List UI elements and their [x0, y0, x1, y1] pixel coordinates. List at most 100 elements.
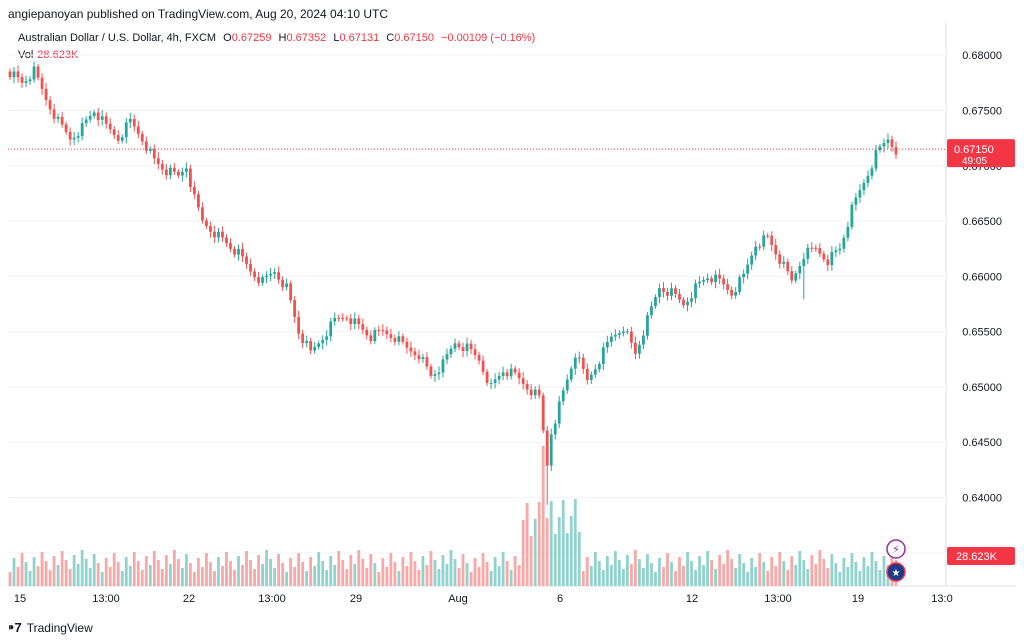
candle-body	[706, 278, 709, 281]
candle-body	[710, 278, 713, 283]
candle-body	[718, 274, 722, 279]
open-value: 0.67259	[231, 32, 272, 44]
volume-bar	[313, 566, 317, 586]
candle-body	[826, 259, 830, 266]
volume-bar	[8, 572, 12, 586]
volume-bar	[577, 532, 581, 586]
x-tick-label: 13:00	[92, 593, 120, 605]
candle-body	[305, 341, 309, 344]
candle-body	[682, 299, 685, 306]
candle-body	[217, 231, 220, 238]
volume-bar	[682, 566, 685, 586]
volume-bar	[754, 567, 758, 586]
candle-body	[197, 194, 200, 208]
volume-bar	[44, 561, 48, 586]
candle-body	[473, 349, 477, 355]
volume-bar	[201, 567, 204, 586]
volume-bar	[273, 568, 277, 586]
flag-event-icon[interactable]	[886, 562, 906, 582]
candle-body	[437, 372, 441, 375]
bar-countdown: 49:05	[962, 156, 987, 167]
candle-body	[88, 116, 92, 120]
candle-body	[100, 116, 104, 120]
volume-bar	[858, 571, 862, 586]
candle-body	[481, 360, 485, 372]
x-tick-label: 13:00	[258, 593, 286, 605]
volume-bar	[184, 554, 188, 586]
volume-bar	[353, 564, 357, 586]
x-tick-label: 19	[852, 593, 864, 605]
volume-bar	[882, 556, 886, 586]
candle-body	[585, 368, 589, 381]
volume-bar	[806, 569, 810, 586]
candle-body	[345, 318, 349, 320]
volume-bar	[477, 567, 481, 586]
candle-body	[573, 357, 577, 369]
candle-body	[533, 389, 537, 396]
open-label: O	[223, 32, 232, 44]
time-axis[interactable]: 15 13:00 22 13:00 29 Aug 6 12 13:00 19 13:0	[14, 593, 953, 605]
candle-body	[449, 348, 453, 355]
volume-bar	[24, 562, 28, 586]
candle-body	[293, 300, 297, 317]
volume-bar	[782, 561, 786, 586]
price-axis[interactable]: 0.680000.675000.670000.665000.660000.655…	[962, 50, 1002, 560]
volume-bar	[172, 550, 176, 586]
volume-bar	[509, 570, 513, 586]
volume-bar	[136, 561, 140, 586]
candle-body	[878, 146, 882, 151]
volume-bar	[148, 565, 152, 586]
candle-body	[381, 330, 385, 332]
candle-body	[325, 336, 329, 340]
candle-body	[589, 374, 593, 381]
volume-bar	[786, 570, 790, 586]
high-value: 0.67352	[286, 32, 327, 44]
volume-bar	[84, 559, 88, 586]
candle-body	[373, 330, 377, 342]
candle-body	[505, 372, 509, 377]
volume-bar	[333, 565, 337, 586]
volume-bar	[197, 558, 200, 586]
candle-body	[666, 291, 669, 296]
volume-bar	[473, 558, 477, 586]
volume-bar	[714, 569, 717, 586]
candle-body	[225, 237, 228, 244]
candle-body	[140, 133, 144, 142]
volume-bar	[557, 517, 561, 586]
volume-bar	[738, 554, 742, 586]
star-icon: ★	[892, 568, 901, 579]
candle-body	[104, 116, 108, 124]
volume-bar	[814, 564, 818, 586]
volume-bar	[826, 568, 830, 586]
volume-bar	[650, 563, 653, 586]
lightning-event-icon[interactable]	[886, 539, 906, 559]
volume-bar	[489, 571, 493, 586]
x-tick-label: 29	[350, 593, 362, 605]
volume-bar	[108, 567, 112, 586]
volume-bar	[766, 571, 770, 586]
volume-bar	[638, 559, 641, 586]
close-label: C	[386, 32, 395, 44]
candle-body	[96, 112, 100, 120]
candle-body	[321, 339, 325, 344]
tradingview-brand: TradingView	[26, 621, 93, 635]
volume-bar	[341, 560, 345, 586]
volume-bar	[573, 499, 577, 586]
volume-bar	[421, 556, 425, 586]
candle-body	[561, 390, 565, 402]
volume-bar	[646, 554, 649, 586]
volume-bar	[710, 560, 713, 586]
candle-body	[301, 333, 305, 344]
candle-body	[168, 167, 172, 176]
candle-body	[309, 341, 313, 351]
publisher-line: angiepanoyan published on TradingView.co…	[8, 7, 389, 21]
candle-body	[353, 318, 357, 325]
volume-bar	[846, 567, 850, 586]
candle-body	[642, 335, 645, 345]
volume-bar	[160, 569, 164, 586]
candle-body	[281, 279, 285, 288]
candle-body	[734, 292, 738, 296]
symbol-name[interactable]: Australian Dollar / U.S. Dollar, 4h, FXC…	[18, 32, 217, 44]
